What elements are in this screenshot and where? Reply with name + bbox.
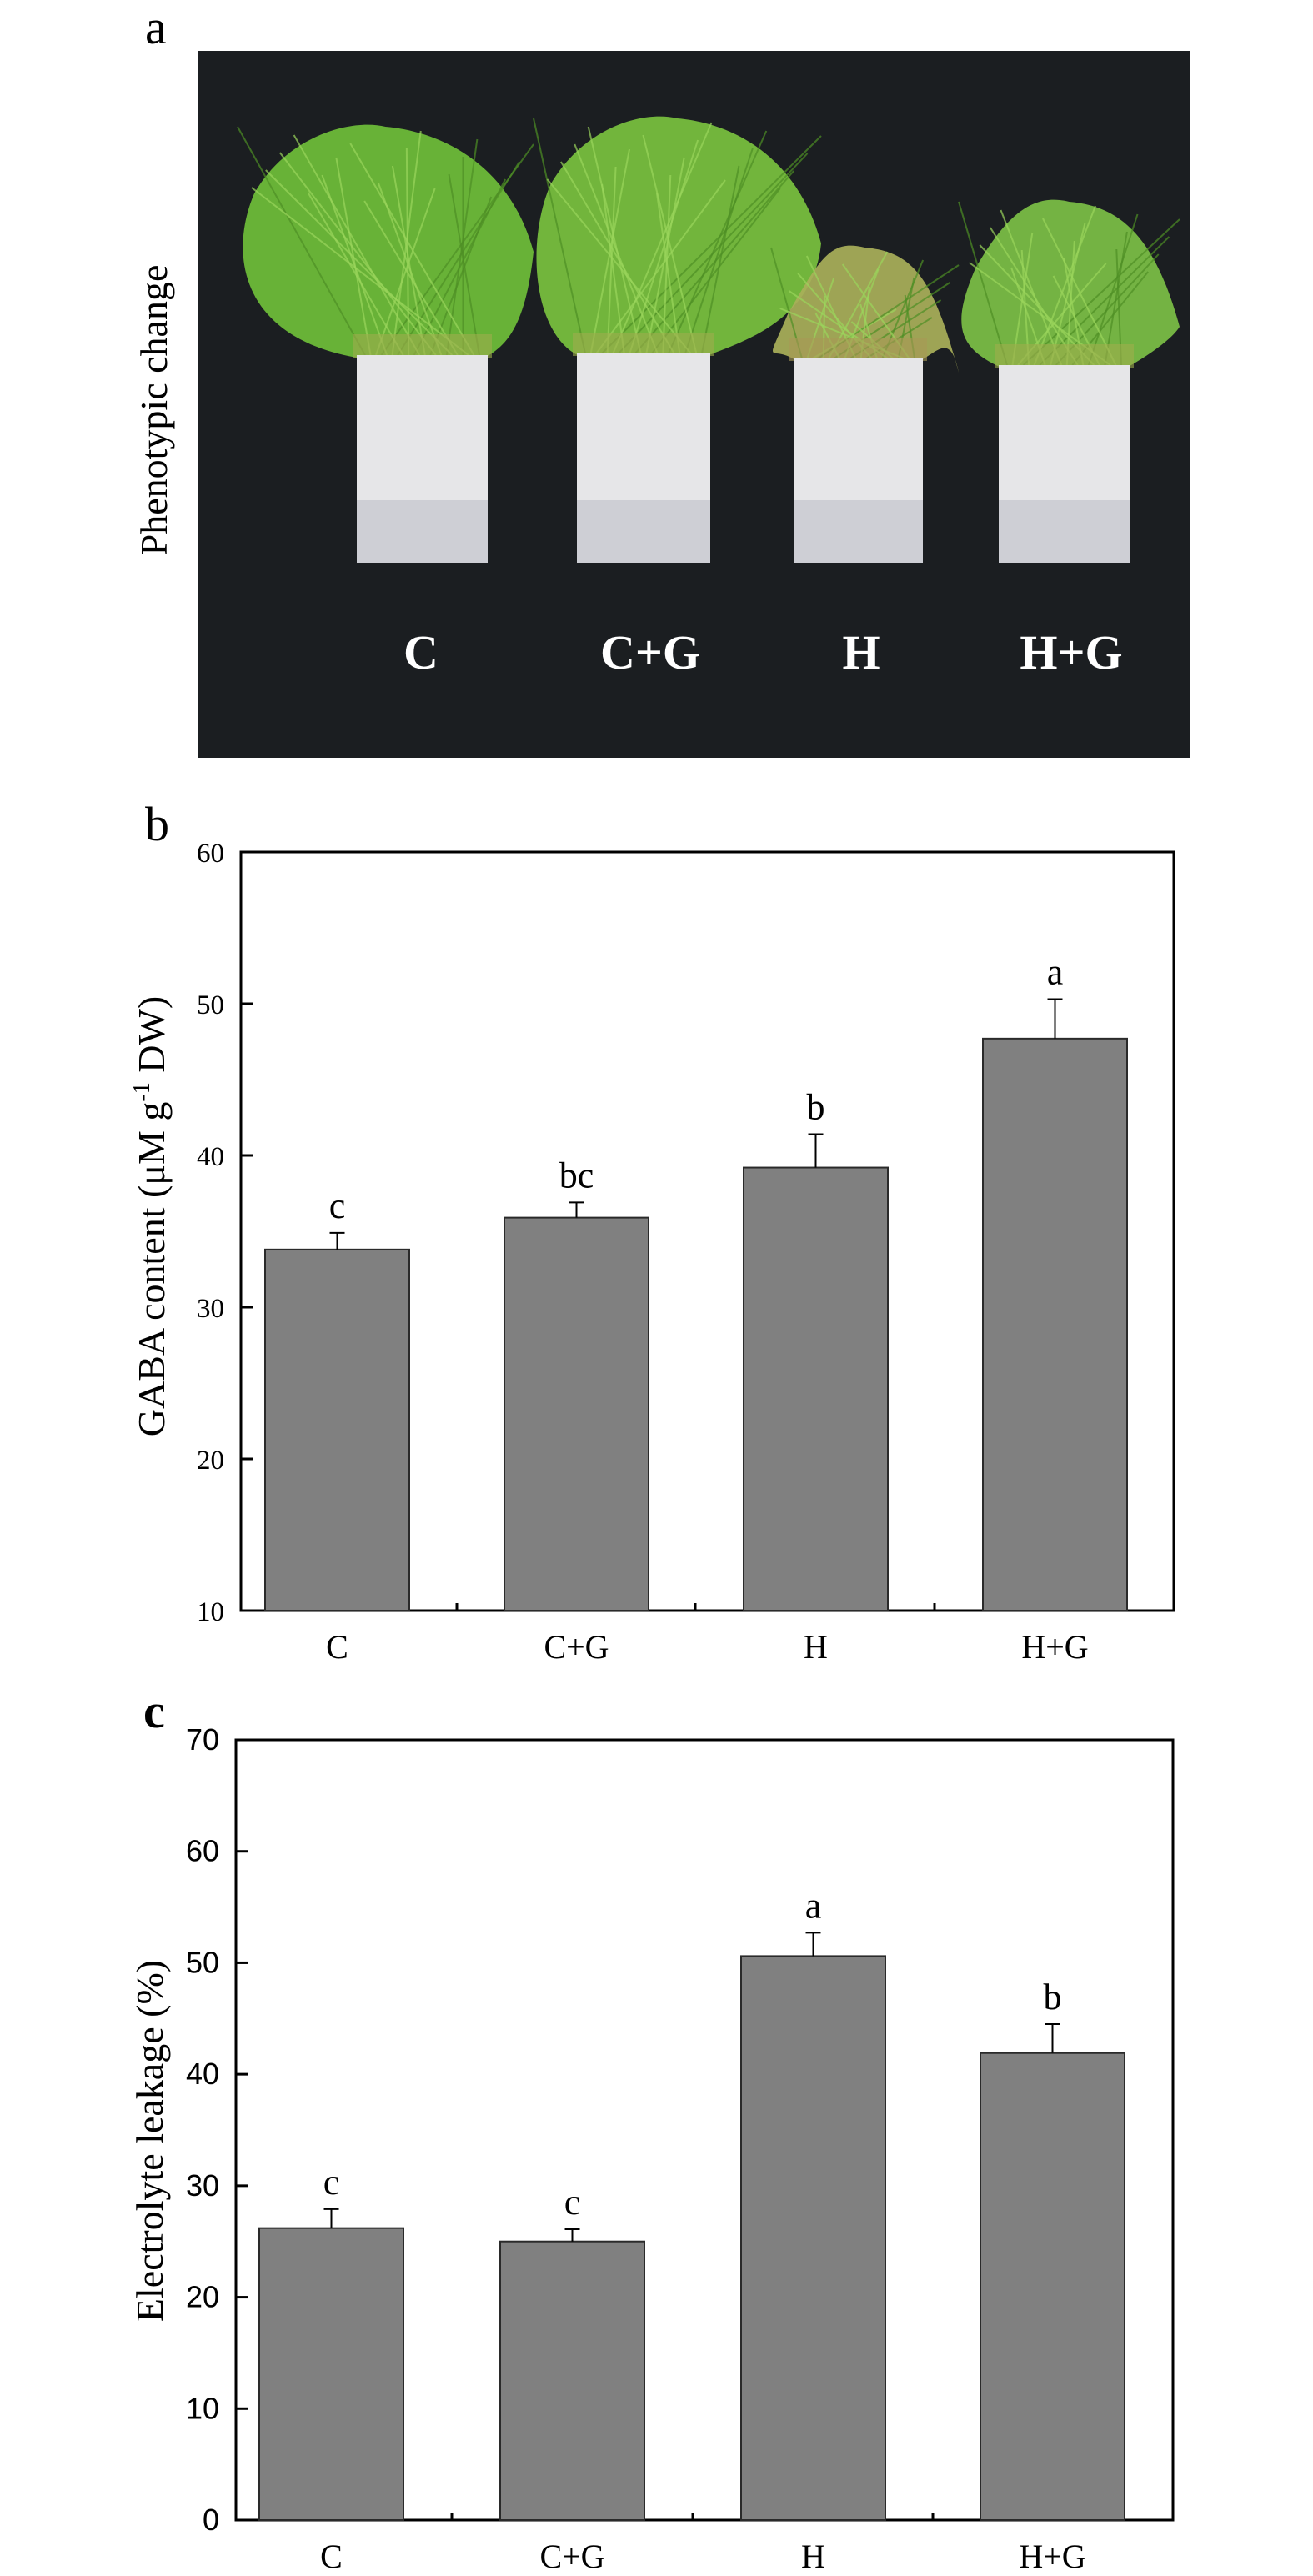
y-tick-label: 40 [186, 2057, 219, 2091]
y-tick-label: 10 [186, 2391, 219, 2425]
y-tick-label: 0 [203, 2503, 219, 2537]
x-tick-label: C+G [539, 2538, 604, 2575]
y-tick-label: 20 [186, 2280, 219, 2314]
bar-h-plus-g [980, 2052, 1125, 2521]
significance-letter: c [323, 2162, 340, 2203]
y-tick-label: 40 [197, 1142, 224, 1172]
plot-frame [239, 850, 1175, 1612]
y-axis-label-gaba: GABA content (μM g-1 DW) [129, 996, 173, 1436]
photo-label-c: C [403, 625, 439, 679]
x-tick-label: H [804, 1628, 828, 1666]
panel-letter-a: a [145, 0, 167, 54]
y-tick-label: 60 [197, 839, 224, 869]
grass-icon [536, 116, 821, 357]
panel-letter-b: b [145, 797, 169, 851]
significance-letter: bc [559, 1155, 594, 1195]
bar-c-plus-g [504, 1216, 649, 1611]
plot-frame [234, 1738, 1175, 2522]
x-tick-label: H+G [1019, 2538, 1085, 2575]
significance-letter: c [329, 1185, 346, 1226]
plant-3 [770, 245, 960, 563]
bar-c [258, 2227, 404, 2521]
x-tick-label: C+G [544, 1628, 609, 1666]
electrolyte-bar-chart: 0 10 20 30 40 50 60 70 c Cc C+G a Hb H+G [186, 1722, 1175, 2575]
plant-4 [958, 199, 1180, 563]
y-tick-label: 70 [186, 1722, 219, 1757]
y-tick-label: 60 [186, 1834, 219, 1868]
y-tick-label: 20 [197, 1446, 224, 1476]
significance-letter: a [1047, 952, 1064, 993]
bar-h-plus-g [982, 1037, 1128, 1611]
phenotypic-change-label: Phenotypic change [133, 265, 175, 556]
bar-h [743, 1166, 889, 1612]
x-tick-label: C [320, 2538, 343, 2575]
panel-letter-c: c [143, 1684, 165, 1738]
y-tick-label: 30 [186, 2168, 219, 2203]
gaba-bar-chart: 10 20 30 40 50 60 c Cbc C+G b Ha H+G [197, 839, 1175, 1666]
panel-c: c Electrolyte leakage (%) 0 10 20 30 40 50 60 7… [128, 1684, 1175, 2575]
phenotype-photo-content: C C+G H H+G [237, 116, 1180, 679]
photo-label-hplus-g: H+G [1020, 625, 1122, 679]
plant-2 [533, 116, 822, 563]
x-tick-label: H [801, 2538, 825, 2575]
photo-label-cplus-g: C+G [600, 625, 700, 679]
y-axis-label-electrolyte: Electrolyte leakage (%) [128, 1960, 171, 2322]
y-tick-label: 10 [197, 1597, 224, 1627]
y-tick-label: 50 [197, 990, 224, 1020]
y-tick-label: 30 [197, 1294, 224, 1324]
y-tick-label: 50 [186, 1945, 219, 1979]
bar-c [264, 1248, 410, 1611]
plant-1 [237, 124, 534, 563]
bar-h [740, 1955, 886, 2522]
x-tick-label: C [326, 1628, 348, 1666]
x-tick-label: H+G [1021, 1628, 1088, 1666]
photo-label-h: H [842, 625, 880, 679]
significance-letter: a [805, 1885, 822, 1926]
significance-letter: c [564, 2182, 581, 2223]
panel-b: b GABA content (μM g-1 DW) 10 20 30 40 50 60 c… [129, 797, 1175, 1666]
panel-a: a Phenotypic change C C+G H H+G [133, 0, 1190, 758]
significance-letter: b [1044, 1977, 1062, 2017]
bar-c-plus-g [499, 2240, 645, 2522]
significance-letter: b [807, 1087, 825, 1128]
